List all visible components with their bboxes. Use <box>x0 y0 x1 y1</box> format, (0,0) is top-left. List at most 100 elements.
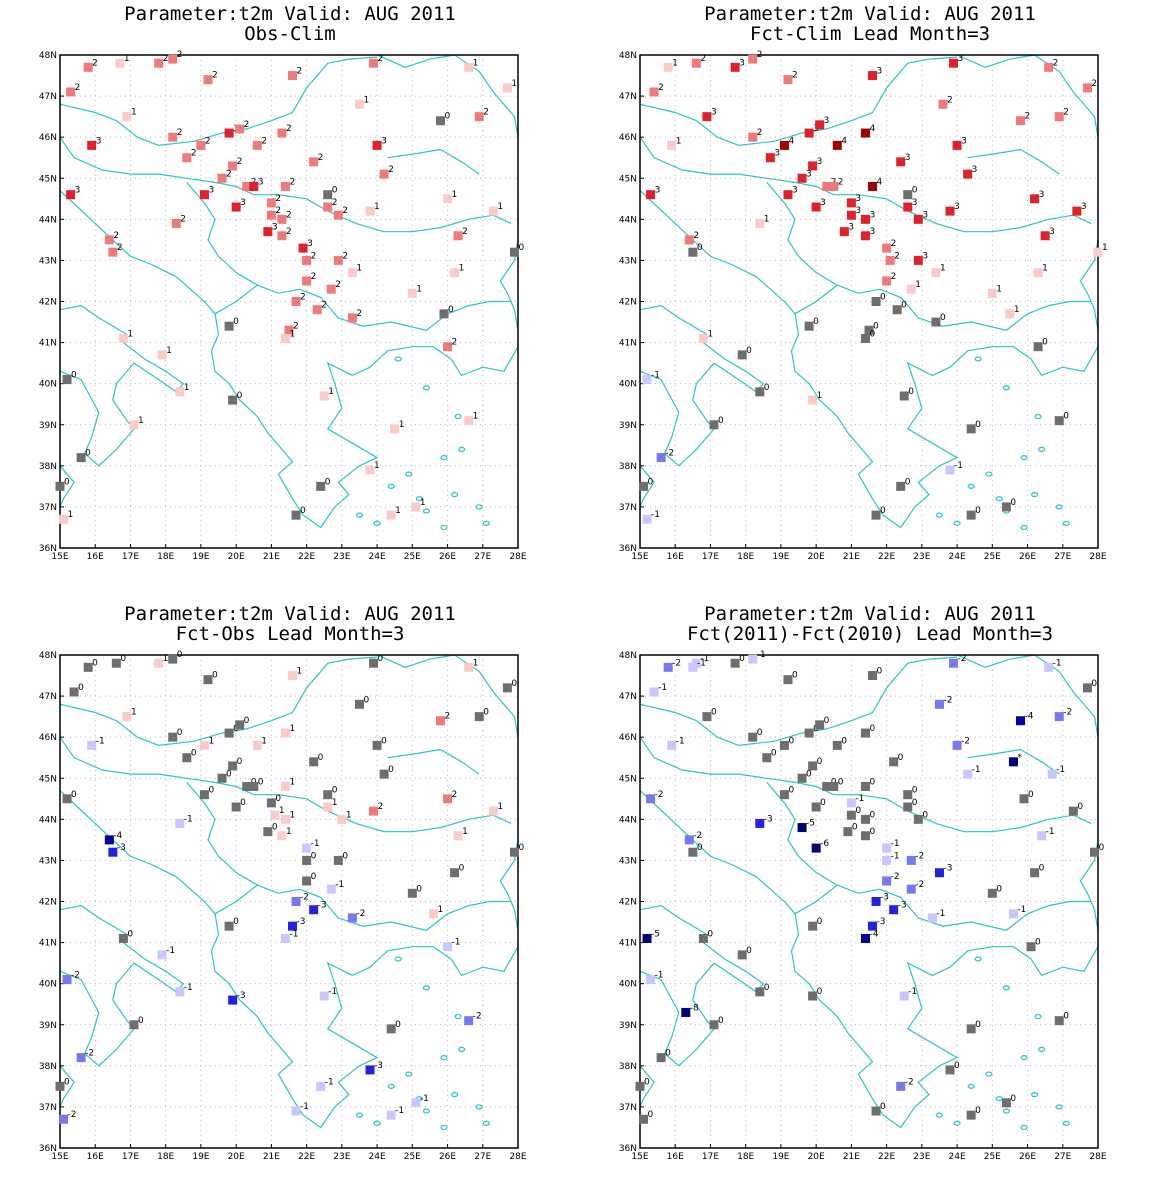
station-value-label: 0 <box>64 477 70 487</box>
island <box>454 1013 462 1020</box>
station-marker <box>323 202 333 212</box>
station-value-label: 3 <box>272 223 278 233</box>
station-value-label: 1 <box>166 346 172 356</box>
station-value-label: 3 <box>922 251 928 261</box>
station-marker <box>464 416 474 426</box>
station-value-label: 2 <box>297 67 303 77</box>
station-value-label: -2 <box>905 1077 914 1087</box>
station-value-label: 3 <box>774 149 780 159</box>
station-value-label: -1 <box>658 683 667 693</box>
y-tick-label: 47N <box>619 92 637 102</box>
y-tick-label: 40N <box>619 380 637 390</box>
y-tick-label: 47N <box>39 92 57 102</box>
station-value-label: 3 <box>1081 202 1087 212</box>
station-value-label: 0 <box>378 654 384 664</box>
station-marker <box>386 1110 396 1120</box>
station-value-label: -1 <box>651 510 660 520</box>
station-value-label: 3 <box>922 210 928 220</box>
station-value-label: 0 <box>300 506 306 516</box>
station-value-label: 3 <box>792 186 798 196</box>
x-tick-label: 26E <box>439 552 456 562</box>
coastline <box>794 284 1091 331</box>
station-value-label: 1 <box>452 190 458 200</box>
axis-ticks: 15E 16E 17E 18E 19E 20E 21E 22E 23E 24E 25E 26E 27E 2… <box>619 651 1107 1162</box>
station-marker <box>235 720 245 730</box>
coastline <box>639 1065 655 1108</box>
island <box>450 491 459 498</box>
station-marker <box>1044 62 1054 72</box>
station-marker <box>934 699 944 709</box>
x-tick-label: 20E <box>228 552 245 562</box>
station-marker <box>1054 1016 1064 1026</box>
station-marker <box>642 933 652 943</box>
station-value-label: 0 <box>648 477 654 487</box>
x-tick-label: 24E <box>369 1152 386 1162</box>
station-marker <box>224 728 234 738</box>
station-marker <box>931 317 941 327</box>
station-marker <box>249 181 259 191</box>
x-tick-label: 16E <box>87 1152 104 1162</box>
station-value-label: 1 <box>420 498 426 508</box>
y-tick-label: 37N <box>619 1103 637 1113</box>
x-tick-label: 18E <box>737 1152 754 1162</box>
station-marker <box>698 333 708 343</box>
station-value-label: 2 <box>212 71 218 81</box>
station-marker <box>748 54 758 64</box>
x-tick-label: 28E <box>1089 1152 1106 1162</box>
island <box>454 413 462 420</box>
station-value-label: 2 <box>838 177 844 187</box>
station-value-label: 2 <box>700 54 706 64</box>
station-marker <box>280 814 290 824</box>
coastline <box>967 748 1060 775</box>
x-tick-label: 19E <box>772 1152 789 1162</box>
station-value-label: 0 <box>746 946 752 956</box>
station-value-label: 2 <box>92 58 98 68</box>
station-value-label: 2 <box>293 321 299 331</box>
axis-ticks: 15E 16E 17E 18E 19E 20E 21E 22E 23E 24E 25E 26E 27E 2… <box>39 51 527 562</box>
x-tick-label: 25E <box>404 1152 421 1162</box>
station-marker <box>889 757 899 767</box>
station-marker <box>111 658 121 668</box>
station-value-label: 0 <box>975 420 981 430</box>
station-value-label: 3 <box>381 136 387 146</box>
station-value-label: 4 <box>877 177 883 187</box>
island <box>1030 1091 1039 1098</box>
station-marker <box>277 128 287 138</box>
x-tick-label: 27E <box>474 1152 491 1162</box>
station-marker <box>474 112 484 122</box>
station-marker <box>896 481 906 491</box>
station-value-label: 2 <box>286 124 292 134</box>
coastline <box>639 942 765 1067</box>
island <box>422 508 430 514</box>
y-tick-label: 48N <box>39 51 57 61</box>
island <box>373 1120 381 1126</box>
station-value-label: 0 <box>788 736 794 746</box>
island <box>974 356 982 362</box>
x-tick-label: 28E <box>1089 552 1106 562</box>
coastline <box>766 782 838 886</box>
station-marker <box>312 305 322 315</box>
station-value-label: 0 <box>1035 938 1041 948</box>
station-marker <box>443 942 453 952</box>
station-marker <box>765 153 775 163</box>
station-marker <box>815 120 825 130</box>
y-tick-label: 42N <box>39 898 57 908</box>
station-value-label: 1 <box>131 708 137 718</box>
y-tick-label: 41N <box>619 939 637 949</box>
station-marker <box>76 1053 86 1063</box>
station-value-label: -1 <box>184 983 193 993</box>
station-value-label: 3 <box>307 239 313 249</box>
station-value-label: 3 <box>739 58 745 68</box>
station-marker <box>87 740 97 750</box>
station-value-label: -1 <box>1056 765 1065 775</box>
y-tick-label: 44N <box>619 815 637 825</box>
coastline <box>499 194 519 331</box>
station-marker <box>168 654 178 664</box>
station-marker <box>379 169 389 179</box>
station-value-label: 0 <box>332 786 338 796</box>
station-value-label: -1 <box>908 987 917 997</box>
station-value-label: -4 <box>113 831 122 841</box>
coastline <box>253 794 512 833</box>
station-marker <box>1030 194 1040 204</box>
station-marker <box>168 732 178 742</box>
